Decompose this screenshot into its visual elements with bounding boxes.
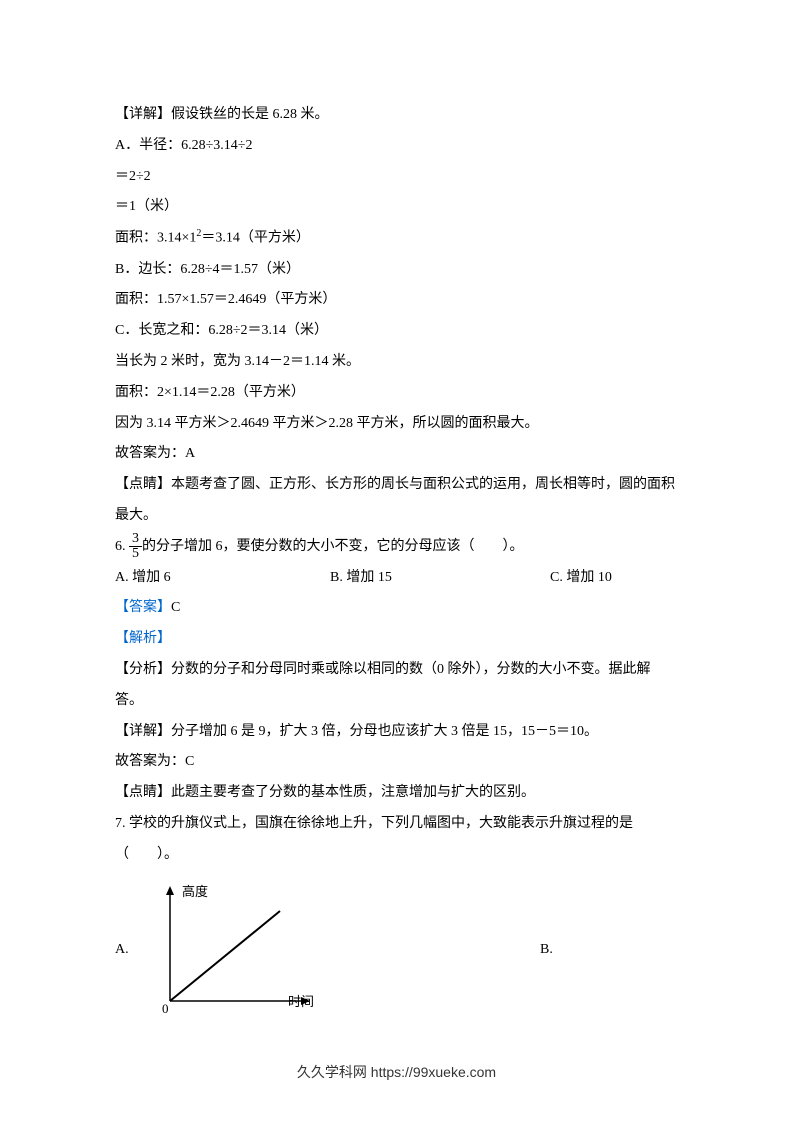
options-row: A. 增加 6 B. 增加 15 C. 增加 10	[115, 563, 678, 594]
option-a: A. 增加 6	[115, 563, 330, 594]
text-line: 面积：1.57×1.57＝2.4649（平方米）	[115, 285, 678, 316]
analysis-line: 【分析】分数的分子和分母同时乘或除以相同的数（0 除外），分数的大小不变。据此解…	[115, 655, 678, 717]
option-b-label: B.	[540, 935, 553, 966]
x-axis-label: 时间	[288, 994, 314, 1009]
page-footer: 久久学科网 https://99xueke.com	[0, 1062, 793, 1082]
question-7: 7. 学校的升旗仪式上，国旗在徐徐地上升，下列几幅图中，大致能表示升旗过程的是（…	[115, 809, 678, 871]
text-line: 因为 3.14 平方米＞2.4649 平方米＞2.28 平方米，所以圆的面积最大…	[115, 409, 678, 440]
fraction: 35	[129, 532, 142, 561]
option-b: B. 增加 15	[330, 563, 550, 594]
question-text: 的分子增加 6，要使分数的大小不变，它的分母应该（ ）。	[142, 539, 524, 554]
text: 面积：3.14×1	[115, 231, 196, 246]
answer-label: 【答案】	[115, 600, 171, 615]
text-line: 故答案为：A	[115, 439, 678, 470]
text-line: 当长为 2 米时，宽为 3.14－2＝1.14 米。	[115, 347, 678, 378]
option-a-label: A.	[115, 935, 140, 966]
text-line: B．边长：6.28÷4＝1.57（米）	[115, 255, 678, 286]
text-line: 故答案为：C	[115, 747, 678, 778]
text-line: 面积：2×1.14＝2.28（平方米）	[115, 378, 678, 409]
hint-line: 【点睛】本题考查了圆、正方形、长方形的周长与面积公式的运用，周长相等时，圆的面积…	[115, 470, 678, 532]
text-line: ＝2÷2	[115, 162, 678, 193]
detail-line: 【详解】假设铁丝的长是 6.28 米。	[115, 100, 678, 131]
question-6: 6. 35的分子增加 6，要使分数的大小不变，它的分母应该（ ）。	[115, 532, 678, 563]
numerator: 3	[129, 532, 142, 547]
answer-value: C	[171, 600, 180, 615]
y-axis-label: 高度	[182, 884, 208, 899]
text: ＝3.14（平方米）	[201, 231, 310, 246]
graph-options-row: A. 高度 时间 0 B.	[115, 881, 678, 1021]
origin-label: 0	[162, 1001, 169, 1016]
option-c: C. 增加 10	[550, 563, 678, 594]
question-number: 6.	[115, 539, 129, 554]
text-line: A．半径：6.28÷3.14÷2	[115, 131, 678, 162]
hint-line: 【点睛】此题主要考查了分数的基本性质，注意增加与扩大的区别。	[115, 778, 678, 809]
line-chart-a: 高度 时间 0	[140, 881, 320, 1021]
data-line	[170, 911, 280, 1001]
detail-line: 【详解】分子增加 6 是 9，扩大 3 倍，分母也应该扩大 3 倍是 15，15…	[115, 717, 678, 748]
y-axis-arrow	[166, 886, 174, 895]
denominator: 5	[129, 547, 142, 561]
text-line: ＝1（米）	[115, 192, 678, 223]
text-line: 面积：3.14×12＝3.14（平方米）	[115, 223, 678, 254]
answer-line: 【答案】C	[115, 593, 678, 624]
analysis-label: 【解析】	[115, 624, 678, 655]
text-line: C．长宽之和：6.28÷2＝3.14（米）	[115, 316, 678, 347]
